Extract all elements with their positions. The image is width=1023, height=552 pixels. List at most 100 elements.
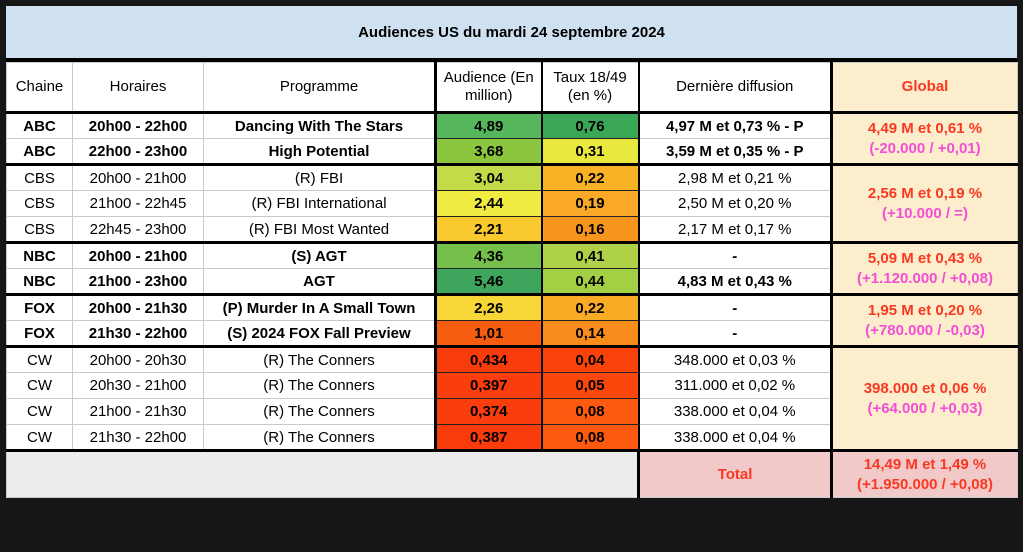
cell-derniere-diffusion[interactable]: 2,17 M et 0,17 % [637,216,832,243]
cell-audience[interactable]: 0,397 [434,372,542,399]
cell-global[interactable]: 4,49 M et 0,61 % (-20.000 / +0,01) [830,111,1018,165]
cell-horaires[interactable]: 21h00 - 22h45 [72,190,204,217]
cell-programme[interactable]: High Potential [203,138,436,165]
cell-chaine[interactable]: NBC [6,268,73,295]
table-body: ABC 20h00 - 22h00 Dancing With The Stars 4,… [6,111,1018,451]
cell-audience[interactable]: 3,68 [434,138,542,165]
cell-programme[interactable]: (R) FBI Most Wanted [203,216,436,243]
global-line1: 398.000 et 0,06 % [863,379,987,397]
cell-derniere-diffusion[interactable]: 3,59 M et 0,35 % - P [637,138,832,165]
header-audience[interactable]: Audience (En million) [434,62,542,114]
cell-audience[interactable]: 1,01 [434,320,542,347]
cell-taux[interactable]: 0,04 [540,345,639,373]
cell-horaires[interactable]: 20h30 - 21h00 [72,372,204,399]
cell-chaine[interactable]: CBS [6,163,73,191]
cell-horaires[interactable]: 20h00 - 22h00 [72,111,204,139]
cell-chaine[interactable]: CW [6,345,73,373]
cell-taux[interactable]: 0,08 [540,398,639,425]
header-global[interactable]: Global [830,62,1018,114]
cell-taux[interactable]: 0,41 [540,241,639,269]
cell-taux[interactable]: 0,14 [540,320,639,347]
cell-chaine[interactable]: CBS [6,216,73,243]
cell-taux[interactable]: 0,31 [540,138,639,165]
cell-programme[interactable]: Dancing With The Stars [203,111,436,139]
cell-taux[interactable]: 0,08 [540,424,639,451]
cell-chaine[interactable]: ABC [6,111,73,139]
cell-derniere-diffusion[interactable]: 2,50 M et 0,20 % [637,190,832,217]
cell-programme[interactable]: (S) AGT [203,241,436,269]
global-line2: (+1.120.000 / +0,08) [857,269,993,287]
cell-audience[interactable]: 0,434 [434,345,542,373]
cell-global[interactable]: 398.000 et 0,06 % (+64.000 / +0,03) [830,345,1018,451]
cell-chaine[interactable]: FOX [6,293,73,321]
header-programme[interactable]: Programme [203,62,436,114]
cell-audience[interactable]: 3,04 [434,163,542,191]
cell-horaires[interactable]: 20h00 - 20h30 [72,345,204,373]
cell-derniere-diffusion[interactable]: 4,97 M et 0,73 % - P [637,111,832,139]
cell-chaine[interactable]: CW [6,372,73,399]
cell-programme[interactable]: (R) The Conners [203,372,436,399]
cell-chaine[interactable]: ABC [6,138,73,165]
cell-derniere-diffusion[interactable]: 311.000 et 0,02 % [637,372,832,399]
cell-horaires[interactable]: 22h45 - 23h00 [72,216,204,243]
table-row: CW 20h30 - 21h00 (R) The Conners 0,397 0,05 3… [6,372,1018,399]
cell-programme[interactable]: (R) The Conners [203,398,436,425]
cell-horaires[interactable]: 20h00 - 21h00 [72,163,204,191]
total-line1: 14,49 M et 1,49 % [863,455,987,473]
cell-taux[interactable]: 0,19 [540,190,639,217]
cell-derniere-diffusion[interactable]: - [637,293,832,321]
audience-table: Chaine Horaires Programme Audience (En m… [6,62,1018,498]
cell-programme[interactable]: AGT [203,268,436,295]
cell-programme[interactable]: (P) Murder In A Small Town [203,293,436,321]
cell-programme[interactable]: (R) The Conners [203,424,436,451]
cell-derniere-diffusion[interactable]: 348.000 et 0,03 % [637,345,832,373]
cell-derniere-diffusion[interactable]: - [637,241,832,269]
cell-derniere-diffusion[interactable]: - [637,320,832,347]
cell-audience[interactable]: 2,44 [434,190,542,217]
cell-taux[interactable]: 0,22 [540,163,639,191]
cell-derniere-diffusion[interactable]: 338.000 et 0,04 % [637,398,832,425]
total-empty-cell[interactable] [6,449,640,498]
cell-audience[interactable]: 5,46 [434,268,542,295]
header-taux[interactable]: Taux 18/49 (en %) [540,62,639,114]
cell-global[interactable]: 1,95 M et 0,20 % (+780.000 / -0,03) [830,293,1018,347]
total-label-cell[interactable]: Total [638,449,832,498]
cell-horaires[interactable]: 21h00 - 23h00 [72,268,204,295]
cell-derniere-diffusion[interactable]: 4,83 M et 0,43 % [637,268,832,295]
cell-global[interactable]: 2,56 M et 0,19 % (+10.000 / =) [830,163,1018,243]
cell-chaine[interactable]: CW [6,398,73,425]
cell-taux[interactable]: 0,44 [540,268,639,295]
header-chaine[interactable]: Chaine [6,62,73,114]
cell-horaires[interactable]: 20h00 - 21h30 [72,293,204,321]
cell-chaine[interactable]: CBS [6,190,73,217]
table-title: Audiences US du mardi 24 septembre 2024 [6,6,1017,62]
cell-chaine[interactable]: NBC [6,241,73,269]
cell-chaine[interactable]: CW [6,424,73,451]
cell-horaires[interactable]: 21h00 - 21h30 [72,398,204,425]
cell-horaires[interactable]: 22h00 - 23h00 [72,138,204,165]
cell-programme[interactable]: (R) FBI [203,163,436,191]
cell-taux[interactable]: 0,05 [540,372,639,399]
cell-derniere-diffusion[interactable]: 338.000 et 0,04 % [637,424,832,451]
total-value-cell[interactable]: 14,49 M et 1,49 % (+1.950.000 / +0,08) [830,449,1018,498]
cell-taux[interactable]: 0,22 [540,293,639,321]
cell-horaires[interactable]: 21h30 - 22h00 [72,320,204,347]
cell-taux[interactable]: 0,16 [540,216,639,243]
cell-audience[interactable]: 2,26 [434,293,542,321]
header-horaires[interactable]: Horaires [72,62,204,114]
cell-audience[interactable]: 2,21 [434,216,542,243]
cell-chaine[interactable]: FOX [6,320,73,347]
header-derniere-diffusion[interactable]: Dernière diffusion [637,62,832,114]
cell-horaires[interactable]: 21h30 - 22h00 [72,424,204,451]
cell-audience[interactable]: 0,374 [434,398,542,425]
cell-horaires[interactable]: 20h00 - 21h00 [72,241,204,269]
cell-audience[interactable]: 0,387 [434,424,542,451]
cell-derniere-diffusion[interactable]: 2,98 M et 0,21 % [637,163,832,191]
cell-programme[interactable]: (S) 2024 FOX Fall Preview [203,320,436,347]
cell-programme[interactable]: (R) FBI International [203,190,436,217]
cell-audience[interactable]: 4,36 [434,241,542,269]
cell-global[interactable]: 5,09 M et 0,43 % (+1.120.000 / +0,08) [830,241,1018,295]
cell-audience[interactable]: 4,89 [434,111,542,139]
cell-programme[interactable]: (R) The Conners [203,345,436,373]
cell-taux[interactable]: 0,76 [540,111,639,139]
